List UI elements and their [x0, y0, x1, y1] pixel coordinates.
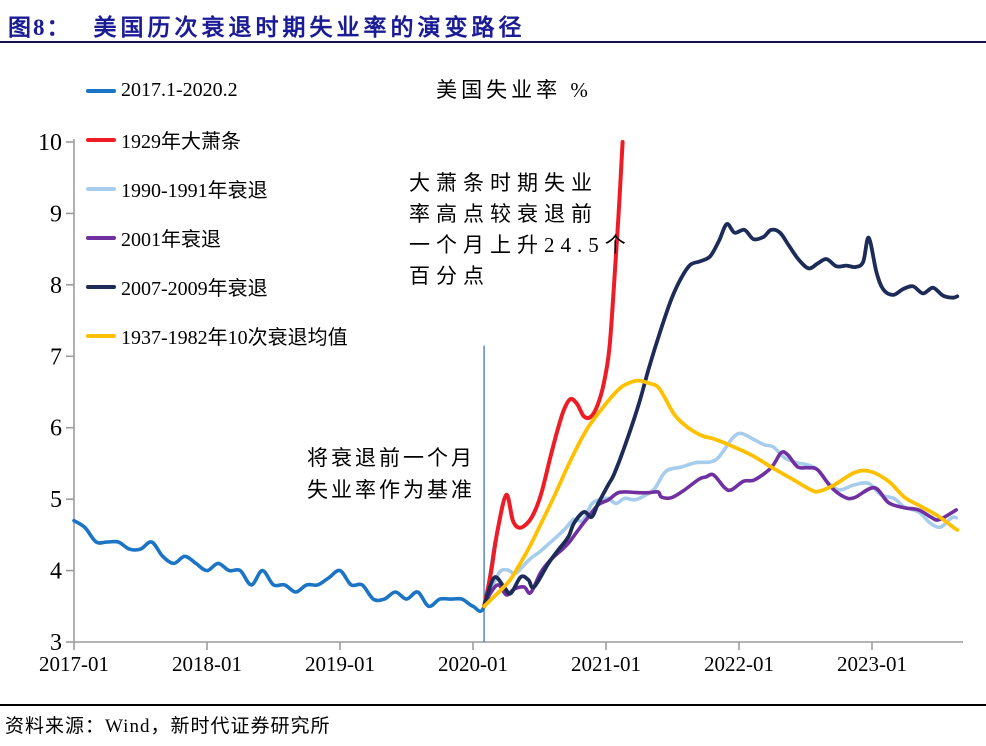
x-tick-label: 2022-01: [704, 652, 774, 676]
y-tick-label: 8: [50, 273, 62, 299]
legend-swatch-red: [86, 137, 116, 142]
y-tick-label: 9: [50, 201, 62, 227]
header-divider: [0, 41, 986, 43]
legend-swatch-lightblue: [86, 186, 116, 191]
legend-label: 1929年大萧条: [121, 131, 241, 153]
annotation-line: 率高点较衰退前: [409, 202, 598, 226]
legend-label: 1990-1991年衰退: [121, 180, 268, 202]
x-tick-label: 2018-01: [172, 652, 242, 676]
annotation-line: 一个月上升24.5个: [409, 233, 632, 257]
chart-legend: 2017.1-2020.2 1929年大萧条 1990-1991年衰退 2001…: [86, 66, 348, 360]
y-tick-label: 3: [50, 630, 62, 656]
annotation-great-depression: 大萧条时期失业 率高点较衰退前 一个月上升24.5个 百分点: [409, 168, 632, 292]
legend-swatch-gold: [86, 333, 116, 338]
source-note: 资料来源：Wind，新时代证券研究所: [5, 716, 331, 737]
legend-swatch-purple: [86, 235, 116, 240]
annotation-line: 失业率作为基准: [307, 478, 475, 502]
legend-label: 2007-2009年衰退: [121, 278, 268, 300]
legend-item-2007-2009: 2007-2009年衰退: [86, 262, 348, 311]
y-tick-label: 4: [50, 559, 62, 585]
y-tick-label: 10: [38, 130, 62, 156]
annotation-line: 大萧条时期失业: [409, 171, 598, 195]
annotation-line: 将衰退前一个月: [307, 446, 475, 470]
series-line-1: [482, 140, 625, 609]
legend-item-1990-1991: 1990-1991年衰退: [86, 164, 348, 213]
y-tick-label: 6: [50, 416, 62, 442]
annotation-line: 百分点: [409, 264, 490, 288]
series-line-0: [72, 518, 497, 614]
legend-swatch-navy: [86, 284, 116, 289]
legend-swatch-blue: [86, 88, 116, 93]
x-tick-label: 2019-01: [305, 652, 375, 676]
legend-label: 1937-1982年10次衰退均值: [121, 327, 348, 349]
series-line-3: [482, 450, 958, 609]
figure-header: 图8： 美国历次衰退时期失业率的演变路径: [8, 8, 526, 42]
x-tick-label: 2023-01: [837, 652, 907, 676]
y-tick-label: 7: [50, 344, 62, 370]
legend-label: 2001年衰退: [121, 229, 221, 251]
chart-title: 美国失业率 %: [436, 78, 592, 102]
legend-item-2001: 2001年衰退: [86, 213, 348, 262]
x-tick-label: 2017-01: [39, 652, 109, 676]
x-tick-label: 2021-01: [571, 652, 641, 676]
series-line-2: [482, 431, 958, 609]
figure-number: 图8：: [8, 15, 72, 40]
legend-item-2017-2020: 2017.1-2020.2: [86, 66, 348, 115]
footer-divider: [0, 704, 986, 706]
series-line-4: [482, 222, 960, 609]
annotation-baseline-note: 将衰退前一个月 失业率作为基准: [307, 442, 475, 506]
legend-item-1929: 1929年大萧条: [86, 115, 348, 164]
y-tick-label: 5: [50, 487, 62, 513]
x-tick-label: 2020-01: [438, 652, 508, 676]
legend-item-1937-1982-avg: 1937-1982年10次衰退均值: [86, 311, 348, 360]
legend-label: 2017.1-2020.2: [121, 79, 238, 101]
series-line-5: [482, 378, 960, 609]
figure-title: 美国历次衰退时期失业率的演变路径: [93, 15, 526, 40]
